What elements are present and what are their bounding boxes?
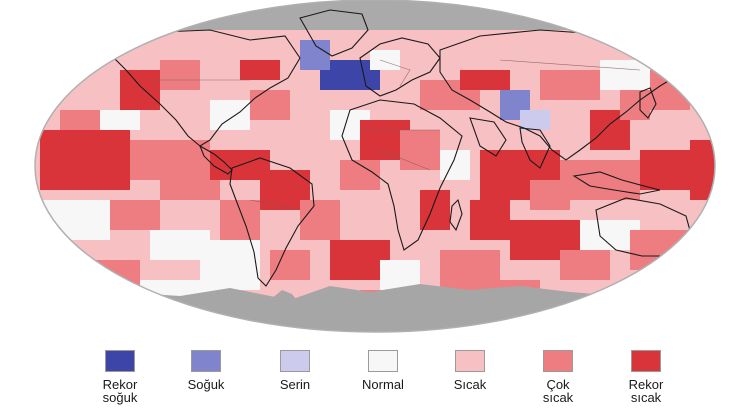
legend-label-normal: Normal: [362, 377, 404, 392]
anomaly-cell: [420, 190, 450, 230]
legend-swatch-record-cold: [105, 350, 135, 372]
legend: Rekor soğuk Soğuk Serin Normal Sıcak Çok…: [0, 346, 750, 420]
arabia-outline: [469, 117, 507, 157]
anomaly-cell: [40, 130, 130, 190]
anomaly-cell: [130, 140, 210, 180]
anomaly-cell: [560, 160, 640, 200]
anomaly-cell: [380, 260, 420, 290]
legend-label-warm: Sıcak: [453, 377, 487, 392]
anomaly-cell: [520, 110, 550, 130]
legend-label-record-cold: Rekor soğuk: [102, 377, 138, 405]
antarctic-peninsula: [270, 290, 300, 310]
anomaly-cells: [40, 40, 715, 310]
africa-outline: [341, 99, 463, 251]
legend-item-cool: Serin: [250, 346, 340, 391]
anomaly-cell: [160, 180, 220, 200]
anomaly-cell: [120, 70, 160, 110]
anomaly-cell: [250, 90, 290, 120]
legend-label-cool: Serin: [279, 377, 311, 392]
anomaly-cell: [300, 200, 340, 240]
anomaly-cell: [60, 110, 100, 130]
anomaly-cell: [220, 200, 260, 240]
anomaly-cell: [400, 130, 440, 170]
legend-item-normal: Normal: [338, 346, 428, 391]
legend-swatch-cold: [191, 350, 221, 372]
india-outline: [519, 127, 551, 169]
anomaly-cell: [210, 100, 250, 130]
japan-outline: [639, 87, 657, 119]
anomaly-cell: [470, 200, 510, 240]
globe-outline: [34, 0, 716, 333]
anomaly-cell: [370, 50, 400, 70]
legend-swatch-warm: [455, 350, 485, 372]
anomaly-cell: [530, 180, 570, 210]
anomaly-cell: [600, 60, 650, 90]
country-borders: [150, 59, 641, 211]
legend-item-record-warm: Rekor sıcak: [601, 346, 691, 404]
anomaly-cell: [560, 250, 610, 280]
legend-item-cold: Soğuk: [161, 346, 251, 391]
world-map: [34, 0, 716, 333]
legend-item-warm: Sıcak: [425, 346, 515, 391]
legend-label-record-warm: Rekor sıcak: [628, 377, 664, 405]
indonesia-outline: [572, 171, 661, 195]
legend-swatch-record-warm: [631, 350, 661, 372]
anomaly-cell: [540, 70, 600, 100]
legend-item-very-warm: Çok sıcak: [513, 346, 603, 404]
greenland-outline: [299, 9, 369, 57]
legend-label-cold: Soğuk: [187, 377, 225, 392]
north-america-outline: [111, 29, 301, 147]
south-america-outline: [229, 157, 315, 287]
legend-swatch-normal: [368, 350, 398, 372]
central-america-outline: [198, 144, 233, 175]
anomaly-cell: [240, 60, 280, 80]
legend-item-record-cold: Rekor soğuk: [75, 346, 165, 404]
anomaly-cell: [460, 70, 510, 90]
anomaly-cell: [100, 110, 140, 130]
madagascar-outline: [449, 198, 463, 232]
anomaly-cell: [110, 200, 160, 230]
legend-swatch-very-warm: [543, 350, 573, 372]
anomaly-cell: [270, 250, 310, 280]
legend-swatch-cool: [280, 350, 310, 372]
europe-outline: [359, 37, 441, 97]
anomaly-cell: [160, 60, 200, 90]
anomaly-cell: [440, 150, 470, 180]
legend-label-very-warm: Çok sıcak: [542, 377, 574, 405]
